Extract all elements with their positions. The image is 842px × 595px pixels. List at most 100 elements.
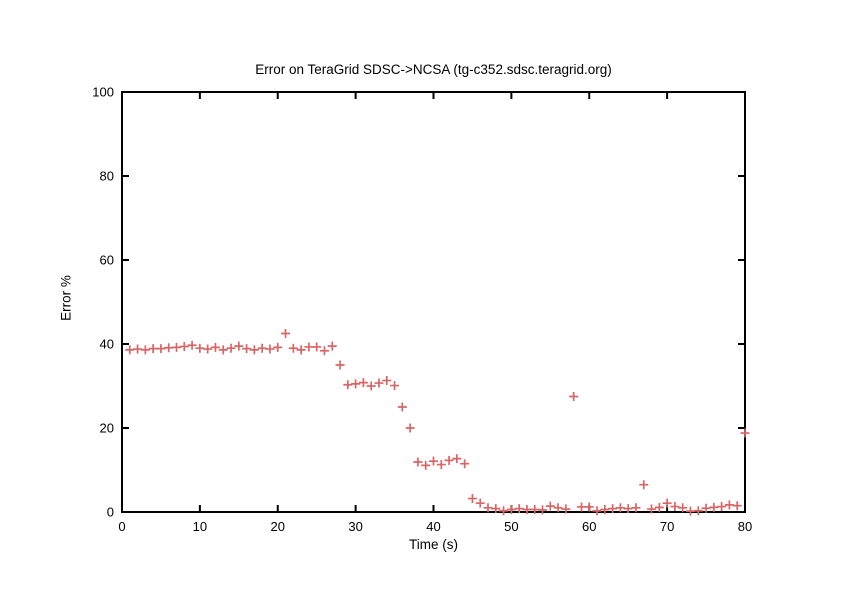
data-point — [140, 345, 150, 355]
data-point — [436, 460, 446, 470]
x-tick-label: 40 — [426, 519, 440, 534]
data-point — [530, 504, 540, 514]
data-point — [615, 503, 625, 513]
data-point — [319, 346, 329, 356]
data-point — [491, 504, 501, 514]
x-tick-label: 0 — [118, 519, 125, 534]
y-tick-label: 0 — [107, 505, 114, 520]
data-point — [499, 506, 509, 516]
plot-title: Error on TeraGrid SDSC->NCSA (tg-c352.sd… — [255, 62, 612, 77]
y-tick-label: 80 — [100, 169, 114, 184]
data-point — [522, 504, 532, 514]
data-point — [281, 329, 291, 338]
data-point — [467, 494, 477, 504]
data-point — [366, 381, 376, 391]
data-point — [172, 342, 182, 352]
data-point — [304, 342, 314, 352]
data-point — [226, 343, 236, 353]
data-point — [296, 345, 306, 355]
x-tick-label: 60 — [582, 519, 596, 534]
data-point — [654, 502, 664, 512]
data-point — [405, 423, 415, 433]
x-tick-label: 30 — [348, 519, 362, 534]
x-axis-label: Time (s) — [409, 537, 458, 552]
data-point — [724, 500, 734, 510]
data-point — [156, 344, 166, 354]
data-point — [390, 381, 400, 391]
data-point — [242, 344, 252, 354]
data-point — [257, 343, 267, 353]
x-tick-label: 20 — [271, 519, 285, 534]
data-point — [717, 502, 727, 512]
data-point — [701, 503, 711, 513]
data-point — [164, 343, 174, 353]
data-point — [179, 342, 189, 352]
x-tick-label: 80 — [738, 519, 752, 534]
data-point — [460, 459, 470, 469]
data-point — [374, 378, 384, 388]
data-point — [148, 344, 158, 354]
data-point — [623, 504, 633, 514]
x-tick-label: 10 — [193, 519, 207, 534]
data-point — [249, 345, 259, 355]
data-point — [740, 428, 750, 438]
data-point — [413, 457, 423, 467]
y-tick-label: 60 — [100, 253, 114, 268]
data-point — [444, 455, 454, 465]
data-point — [288, 343, 298, 353]
data-point — [631, 503, 641, 513]
data-point — [592, 506, 602, 516]
data-point — [483, 503, 493, 513]
x-tick-label: 70 — [660, 519, 674, 534]
data-point — [210, 342, 220, 352]
data-point — [351, 379, 361, 389]
y-tick-label: 20 — [100, 421, 114, 436]
data-point — [335, 360, 345, 370]
data-point — [647, 504, 657, 514]
data-point — [125, 345, 135, 355]
data-point — [265, 344, 275, 354]
data-point — [584, 502, 594, 512]
data-point — [569, 392, 579, 401]
data-point — [685, 506, 695, 516]
data-point — [670, 502, 680, 512]
data-point — [218, 345, 228, 355]
data-point — [639, 480, 649, 490]
data-point — [382, 376, 392, 386]
data-point — [203, 344, 213, 354]
data-point — [397, 402, 407, 412]
data-point — [421, 460, 431, 470]
data-point — [545, 501, 555, 511]
data-point — [195, 343, 205, 353]
data-point — [709, 502, 719, 512]
data-point — [553, 503, 563, 513]
data-point — [514, 504, 524, 514]
data-point — [234, 341, 244, 351]
data-point — [506, 504, 516, 514]
y-tick-label: 40 — [100, 337, 114, 352]
data-point — [343, 380, 353, 390]
data-point — [732, 501, 742, 511]
data-point — [429, 456, 438, 466]
plot-border — [121, 91, 746, 513]
data-point — [327, 341, 337, 351]
data-point — [133, 344, 143, 354]
data-point — [358, 378, 368, 388]
data-point — [187, 340, 197, 350]
data-point — [273, 342, 283, 352]
data-point — [561, 504, 571, 514]
data-point — [662, 498, 672, 508]
data-point — [452, 454, 462, 464]
y-tick-label: 100 — [92, 85, 114, 100]
data-point — [608, 504, 618, 514]
data-point — [312, 342, 322, 352]
data-point — [475, 498, 485, 508]
data-point — [693, 506, 703, 516]
data-point — [576, 502, 586, 512]
data-point — [678, 503, 688, 513]
data-point — [600, 504, 610, 514]
x-tick-label: 50 — [504, 519, 518, 534]
data-point — [538, 505, 548, 515]
